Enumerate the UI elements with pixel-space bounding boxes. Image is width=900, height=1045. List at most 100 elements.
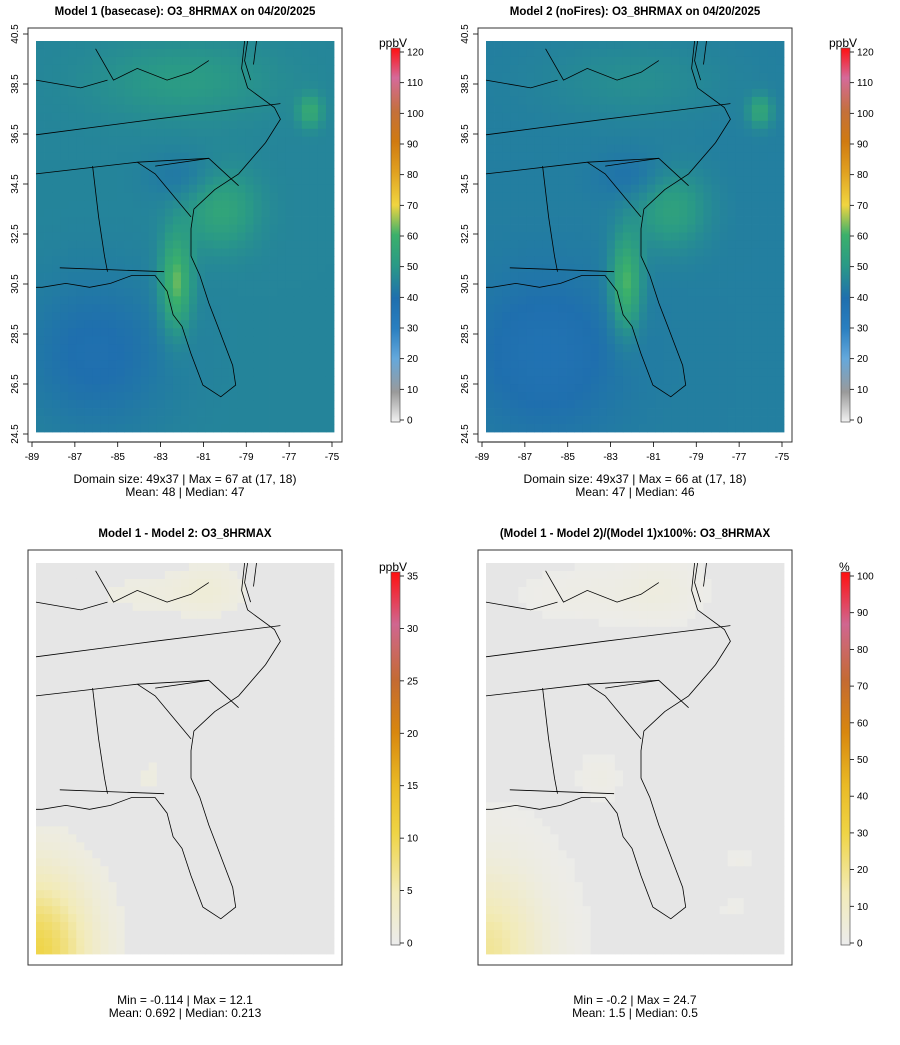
heatmap-cell bbox=[124, 304, 134, 313]
heatmap-cell bbox=[52, 618, 61, 628]
heatmap-cell bbox=[655, 336, 664, 345]
heatmap-cell bbox=[189, 786, 198, 795]
heatmap-cell bbox=[76, 224, 85, 233]
heatmap-cell bbox=[172, 304, 182, 313]
heatmap-cell bbox=[751, 96, 761, 106]
heatmap-cell bbox=[325, 642, 335, 652]
heatmap-cell bbox=[574, 368, 584, 377]
heatmap-cell bbox=[277, 176, 287, 186]
heatmap-cell bbox=[679, 184, 688, 194]
heatmap-cell bbox=[60, 594, 69, 604]
heatmap-cell bbox=[727, 216, 737, 225]
heatmap-cell bbox=[197, 88, 206, 98]
heatmap-cell bbox=[775, 80, 785, 90]
heatmap-cell bbox=[76, 610, 85, 620]
stats-line-2: Mean: 47 | Median: 46 bbox=[575, 485, 695, 499]
heatmap-cell bbox=[132, 698, 142, 708]
heatmap-cell bbox=[518, 248, 527, 257]
heatmap-cell bbox=[172, 392, 182, 401]
heatmap-cell bbox=[743, 136, 753, 146]
heatmap-cell bbox=[606, 232, 616, 241]
heatmap-cell bbox=[132, 650, 142, 660]
heatmap-cell bbox=[269, 400, 279, 409]
heatmap-cell bbox=[486, 176, 495, 186]
heatmap-cell bbox=[205, 312, 214, 321]
heatmap-cell bbox=[687, 392, 696, 401]
heatmap-cell bbox=[44, 570, 53, 580]
heatmap-cell bbox=[84, 320, 93, 329]
heatmap-cell bbox=[261, 264, 270, 273]
heatmap-cell bbox=[301, 714, 311, 723]
heatmap-cell bbox=[309, 602, 319, 612]
heatmap-cell bbox=[663, 256, 672, 265]
heatmap-cell bbox=[36, 216, 45, 225]
heatmap-cell bbox=[229, 152, 238, 162]
heatmap-cell bbox=[180, 72, 190, 82]
heatmap-cell bbox=[518, 352, 527, 361]
heatmap-cell bbox=[180, 352, 190, 361]
heatmap-cell bbox=[695, 296, 704, 305]
heatmap-cell bbox=[671, 41, 680, 50]
heatmap-cell bbox=[60, 674, 69, 684]
heatmap-cell bbox=[229, 272, 238, 281]
heatmap-cell bbox=[245, 730, 254, 739]
heatmap-cell bbox=[663, 168, 672, 178]
heatmap-cell bbox=[767, 288, 777, 297]
heatmap-cell bbox=[124, 72, 134, 82]
heatmap-cell bbox=[132, 280, 142, 289]
heatmap-cell bbox=[566, 312, 575, 321]
heatmap-cell bbox=[711, 384, 720, 393]
heatmap-cell bbox=[671, 384, 680, 393]
heatmap-cell bbox=[727, 424, 737, 433]
heatmap-cell bbox=[663, 88, 672, 98]
heatmap-cell bbox=[189, 698, 198, 708]
heatmap-cell bbox=[711, 336, 720, 345]
heatmap-cell bbox=[261, 112, 270, 122]
heatmap-cell bbox=[277, 184, 287, 194]
heatmap-cell bbox=[221, 160, 230, 170]
heatmap-cell bbox=[100, 112, 109, 122]
heatmap-cell bbox=[663, 128, 672, 138]
x-tick-label: -79 bbox=[239, 452, 254, 463]
heatmap-cell bbox=[325, 746, 335, 755]
heatmap-cell bbox=[534, 232, 543, 241]
heatmap-cell bbox=[76, 168, 85, 178]
heatmap-cell bbox=[237, 602, 246, 612]
heatmap-cell bbox=[293, 64, 303, 74]
heatmap-cell bbox=[293, 400, 303, 409]
heatmap-cell bbox=[253, 594, 262, 604]
heatmap-cell bbox=[767, 352, 777, 361]
heatmap-cell bbox=[213, 594, 222, 604]
heatmap-cell bbox=[253, 586, 262, 596]
heatmap-cell bbox=[534, 88, 543, 98]
heatmap-cell bbox=[671, 376, 680, 385]
heatmap-cell bbox=[253, 160, 262, 170]
heatmap-cell bbox=[156, 610, 166, 620]
heatmap-cell bbox=[253, 344, 262, 353]
heatmap-cell bbox=[261, 578, 270, 588]
heatmap-cell bbox=[727, 192, 737, 201]
heatmap-cell bbox=[156, 626, 166, 636]
heatmap-cell bbox=[76, 136, 85, 146]
heatmap-cell bbox=[293, 88, 303, 98]
heatmap-cell bbox=[309, 642, 319, 652]
heatmap-cell bbox=[189, 312, 198, 321]
heatmap-cell bbox=[269, 722, 279, 731]
heatmap-cell bbox=[719, 96, 729, 106]
heatmap-cell bbox=[775, 112, 785, 122]
heatmap-cell bbox=[767, 152, 777, 162]
heatmap-cell bbox=[189, 602, 198, 612]
heatmap-cell bbox=[727, 352, 737, 361]
heatmap-cell bbox=[237, 634, 246, 644]
heatmap-cell bbox=[60, 658, 69, 668]
heatmap-cell bbox=[92, 610, 101, 620]
heatmap-cell bbox=[639, 112, 648, 122]
heatmap-cell bbox=[317, 690, 327, 700]
heatmap-cell bbox=[261, 416, 270, 425]
heatmap-cell bbox=[180, 288, 190, 297]
heatmap-cell bbox=[630, 168, 640, 178]
heatmap-cell bbox=[229, 810, 238, 819]
heatmap-cell bbox=[197, 682, 206, 692]
heatmap-cell bbox=[213, 72, 222, 82]
heatmap-cell bbox=[189, 360, 198, 369]
